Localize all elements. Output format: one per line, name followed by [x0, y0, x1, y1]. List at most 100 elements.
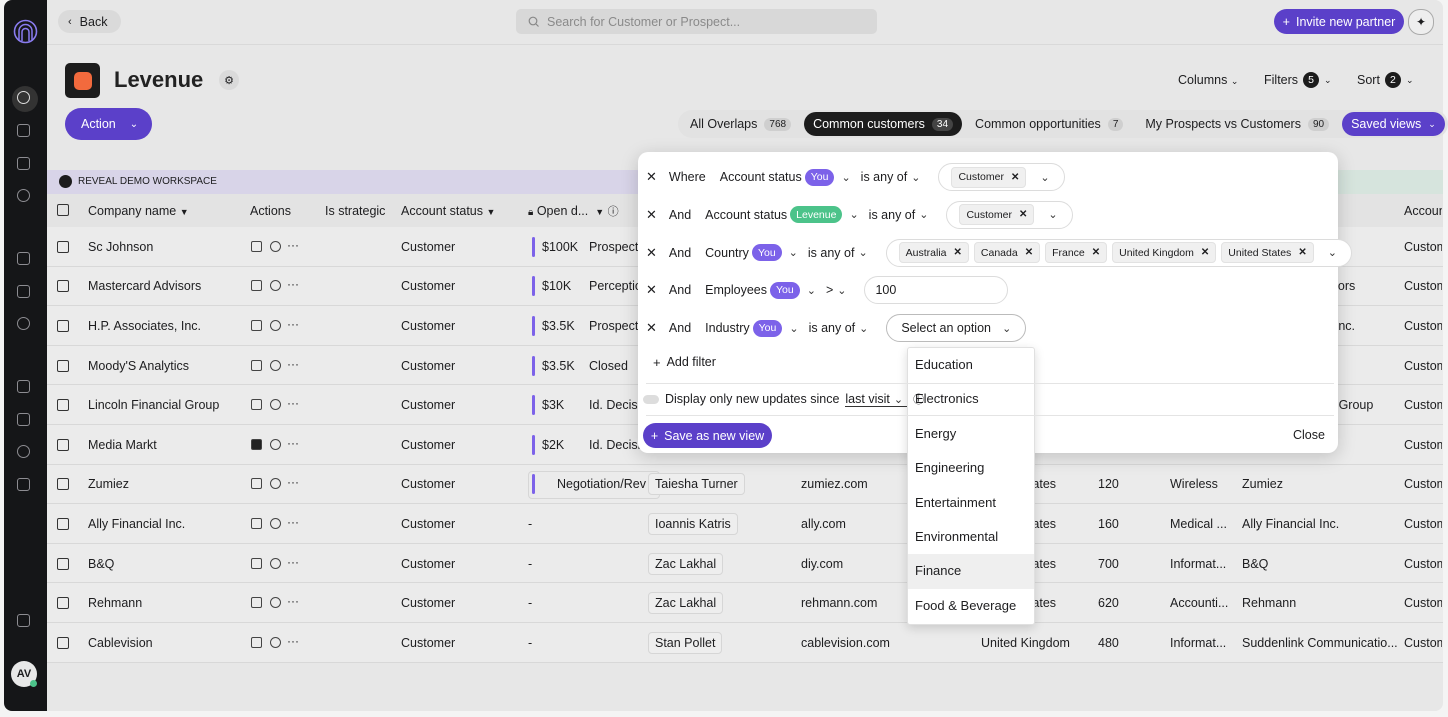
ai-button[interactable]: ✦ — [1408, 9, 1434, 35]
comment-icon[interactable] — [251, 320, 262, 331]
user-icon[interactable] — [270, 518, 281, 529]
chevron[interactable]: ⌄ — [911, 171, 921, 184]
sort-button[interactable]: Sort 2 ⌄ — [1357, 72, 1413, 88]
filter-operator[interactable]: is any of ⌄ — [869, 208, 933, 222]
chevron[interactable]: ⌄ — [1040, 171, 1050, 184]
row-checkbox[interactable] — [57, 636, 69, 649]
user-icon[interactable] — [270, 399, 281, 411]
row-checkbox[interactable] — [57, 280, 69, 293]
nav-icon[interactable] — [17, 317, 30, 330]
header-checkbox[interactable] — [57, 204, 69, 216]
chevron[interactable]: ⌄ — [858, 247, 868, 259]
nav-icon[interactable] — [17, 445, 30, 458]
dropdown-option[interactable]: Entertainment — [915, 494, 996, 510]
row-checkbox[interactable] — [57, 478, 69, 491]
more-icon[interactable]: ··· — [287, 317, 299, 331]
value-select[interactable]: Australia ✕ Canada ✕ France ✕ United Kingdom ✕ U… — [885, 238, 1352, 267]
filters-button[interactable]: Filters 5 ⌄ — [1264, 72, 1332, 88]
row-checkbox[interactable] — [57, 438, 69, 451]
row-checkbox[interactable] — [57, 320, 69, 332]
chevron[interactable]: ⌄ — [893, 393, 904, 406]
chip-remove[interactable]: ✕ — [1010, 171, 1020, 183]
more-icon[interactable]: ··· — [287, 356, 299, 371]
filter-field[interactable]: Account status You ⌄ — [720, 168, 855, 186]
close-button[interactable]: Close — [1293, 428, 1325, 442]
tab[interactable]: Saved views ⌄ — [1342, 112, 1445, 136]
remove-filter[interactable]: ✕ — [646, 206, 657, 222]
toggle-switch[interactable] — [643, 394, 659, 404]
user-icon[interactable] — [270, 478, 281, 490]
comment-icon[interactable] — [251, 438, 262, 450]
columns-button[interactable]: Columns ⌄ — [1178, 72, 1238, 89]
comment-icon[interactable] — [251, 636, 262, 648]
since-select[interactable]: last visit ⌄ — [845, 392, 908, 407]
nav-icon[interactable] — [17, 285, 30, 298]
remove-filter[interactable]: ✕ — [646, 244, 657, 260]
invite-button[interactable]: + Invite new partner — [1274, 9, 1404, 34]
more-icon[interactable]: ··· — [287, 475, 299, 490]
user-icon[interactable] — [270, 359, 281, 371]
action-button[interactable]: Action ⌄ — [65, 108, 152, 140]
chevron[interactable]: ⌄ — [806, 284, 816, 297]
nav-icon[interactable] — [17, 189, 30, 202]
row-checkbox[interactable] — [57, 359, 69, 372]
chevron[interactable]: ⌄ — [849, 209, 859, 222]
chip-remove[interactable]: ✕ — [1018, 209, 1028, 221]
more-icon[interactable]: ··· — [287, 277, 299, 292]
nav-icon[interactable] — [17, 252, 30, 265]
more-icon[interactable]: ··· — [287, 396, 299, 411]
comment-icon[interactable] — [251, 478, 262, 490]
user-icon[interactable] — [270, 320, 281, 331]
comment-icon[interactable] — [251, 399, 262, 411]
filter-operator[interactable]: > ⌄ — [826, 283, 851, 297]
dropdown-option[interactable]: Energy — [915, 425, 957, 441]
chevron[interactable]: ⌄ — [1002, 322, 1012, 335]
chevron[interactable]: ⌄ — [841, 171, 851, 184]
filter-operator[interactable]: is any of ⌄ — [861, 170, 925, 184]
user-icon[interactable] — [270, 438, 281, 450]
row-checkbox[interactable] — [57, 240, 69, 253]
row-checkbox[interactable] — [57, 597, 69, 610]
chevron[interactable]: ⌄ — [1048, 209, 1058, 222]
chip-remove[interactable]: ✕ — [953, 247, 962, 258]
user-icon[interactable] — [270, 240, 281, 252]
filter-field[interactable]: Account status Levenue ⌄ — [705, 206, 863, 224]
nav-icon[interactable] — [17, 380, 30, 393]
comment-icon[interactable] — [251, 557, 262, 569]
back-button[interactable]: ‹ Back — [58, 10, 121, 33]
row-checkbox[interactable] — [57, 399, 69, 412]
dropdown-option[interactable]: Electronics — [915, 391, 979, 407]
more-icon[interactable]: ··· — [287, 435, 299, 450]
comment-icon[interactable] — [251, 359, 262, 371]
nav-icon[interactable] — [17, 413, 30, 426]
tab[interactable]: My Prospects vs Customers 90 — [1136, 112, 1338, 136]
chevron[interactable]: ⌄ — [837, 284, 847, 297]
dropdown-option[interactable]: Environmental — [915, 528, 999, 544]
column-header[interactable]: Company name ▼ — [88, 203, 189, 220]
filter-field[interactable]: Country You ⌄ — [705, 244, 802, 261]
more-icon[interactable]: ··· — [287, 633, 299, 648]
user-icon[interactable] — [270, 636, 281, 648]
dropdown-option[interactable]: Engineering — [915, 460, 985, 476]
save-view-button[interactable]: + Save as new view — [643, 423, 772, 448]
chevron[interactable]: ⌄ — [859, 322, 869, 335]
filter-field[interactable]: Employees You ⌄ — [705, 281, 820, 299]
column-header[interactable]: 🔒︎ Open d... ▼ ⓘ — [528, 203, 619, 221]
more-icon[interactable]: ··· — [287, 237, 299, 252]
filter-operator[interactable]: is any of ⌄ — [808, 246, 872, 260]
value-select[interactable]: Select an option ⌄ — [886, 314, 1027, 342]
comment-icon[interactable] — [251, 280, 262, 292]
nav-icon[interactable] — [17, 478, 30, 491]
value-select[interactable]: Customer ✕ ⌄ — [946, 200, 1073, 229]
settings-button[interactable]: ⚙ — [219, 70, 239, 90]
row-checkbox[interactable] — [57, 518, 69, 530]
comment-icon[interactable] — [251, 240, 262, 252]
chevron[interactable]: ⌄ — [789, 322, 799, 335]
tab[interactable]: Common opportunities 7 — [966, 112, 1132, 136]
comment-icon[interactable] — [251, 518, 262, 529]
chevron[interactable]: ⌄ — [1327, 247, 1337, 259]
filter-field[interactable]: Industry You ⌄ — [705, 319, 802, 337]
more-icon[interactable]: ··· — [287, 554, 299, 569]
nav-icon[interactable] — [17, 91, 30, 104]
user-icon[interactable] — [270, 597, 281, 609]
